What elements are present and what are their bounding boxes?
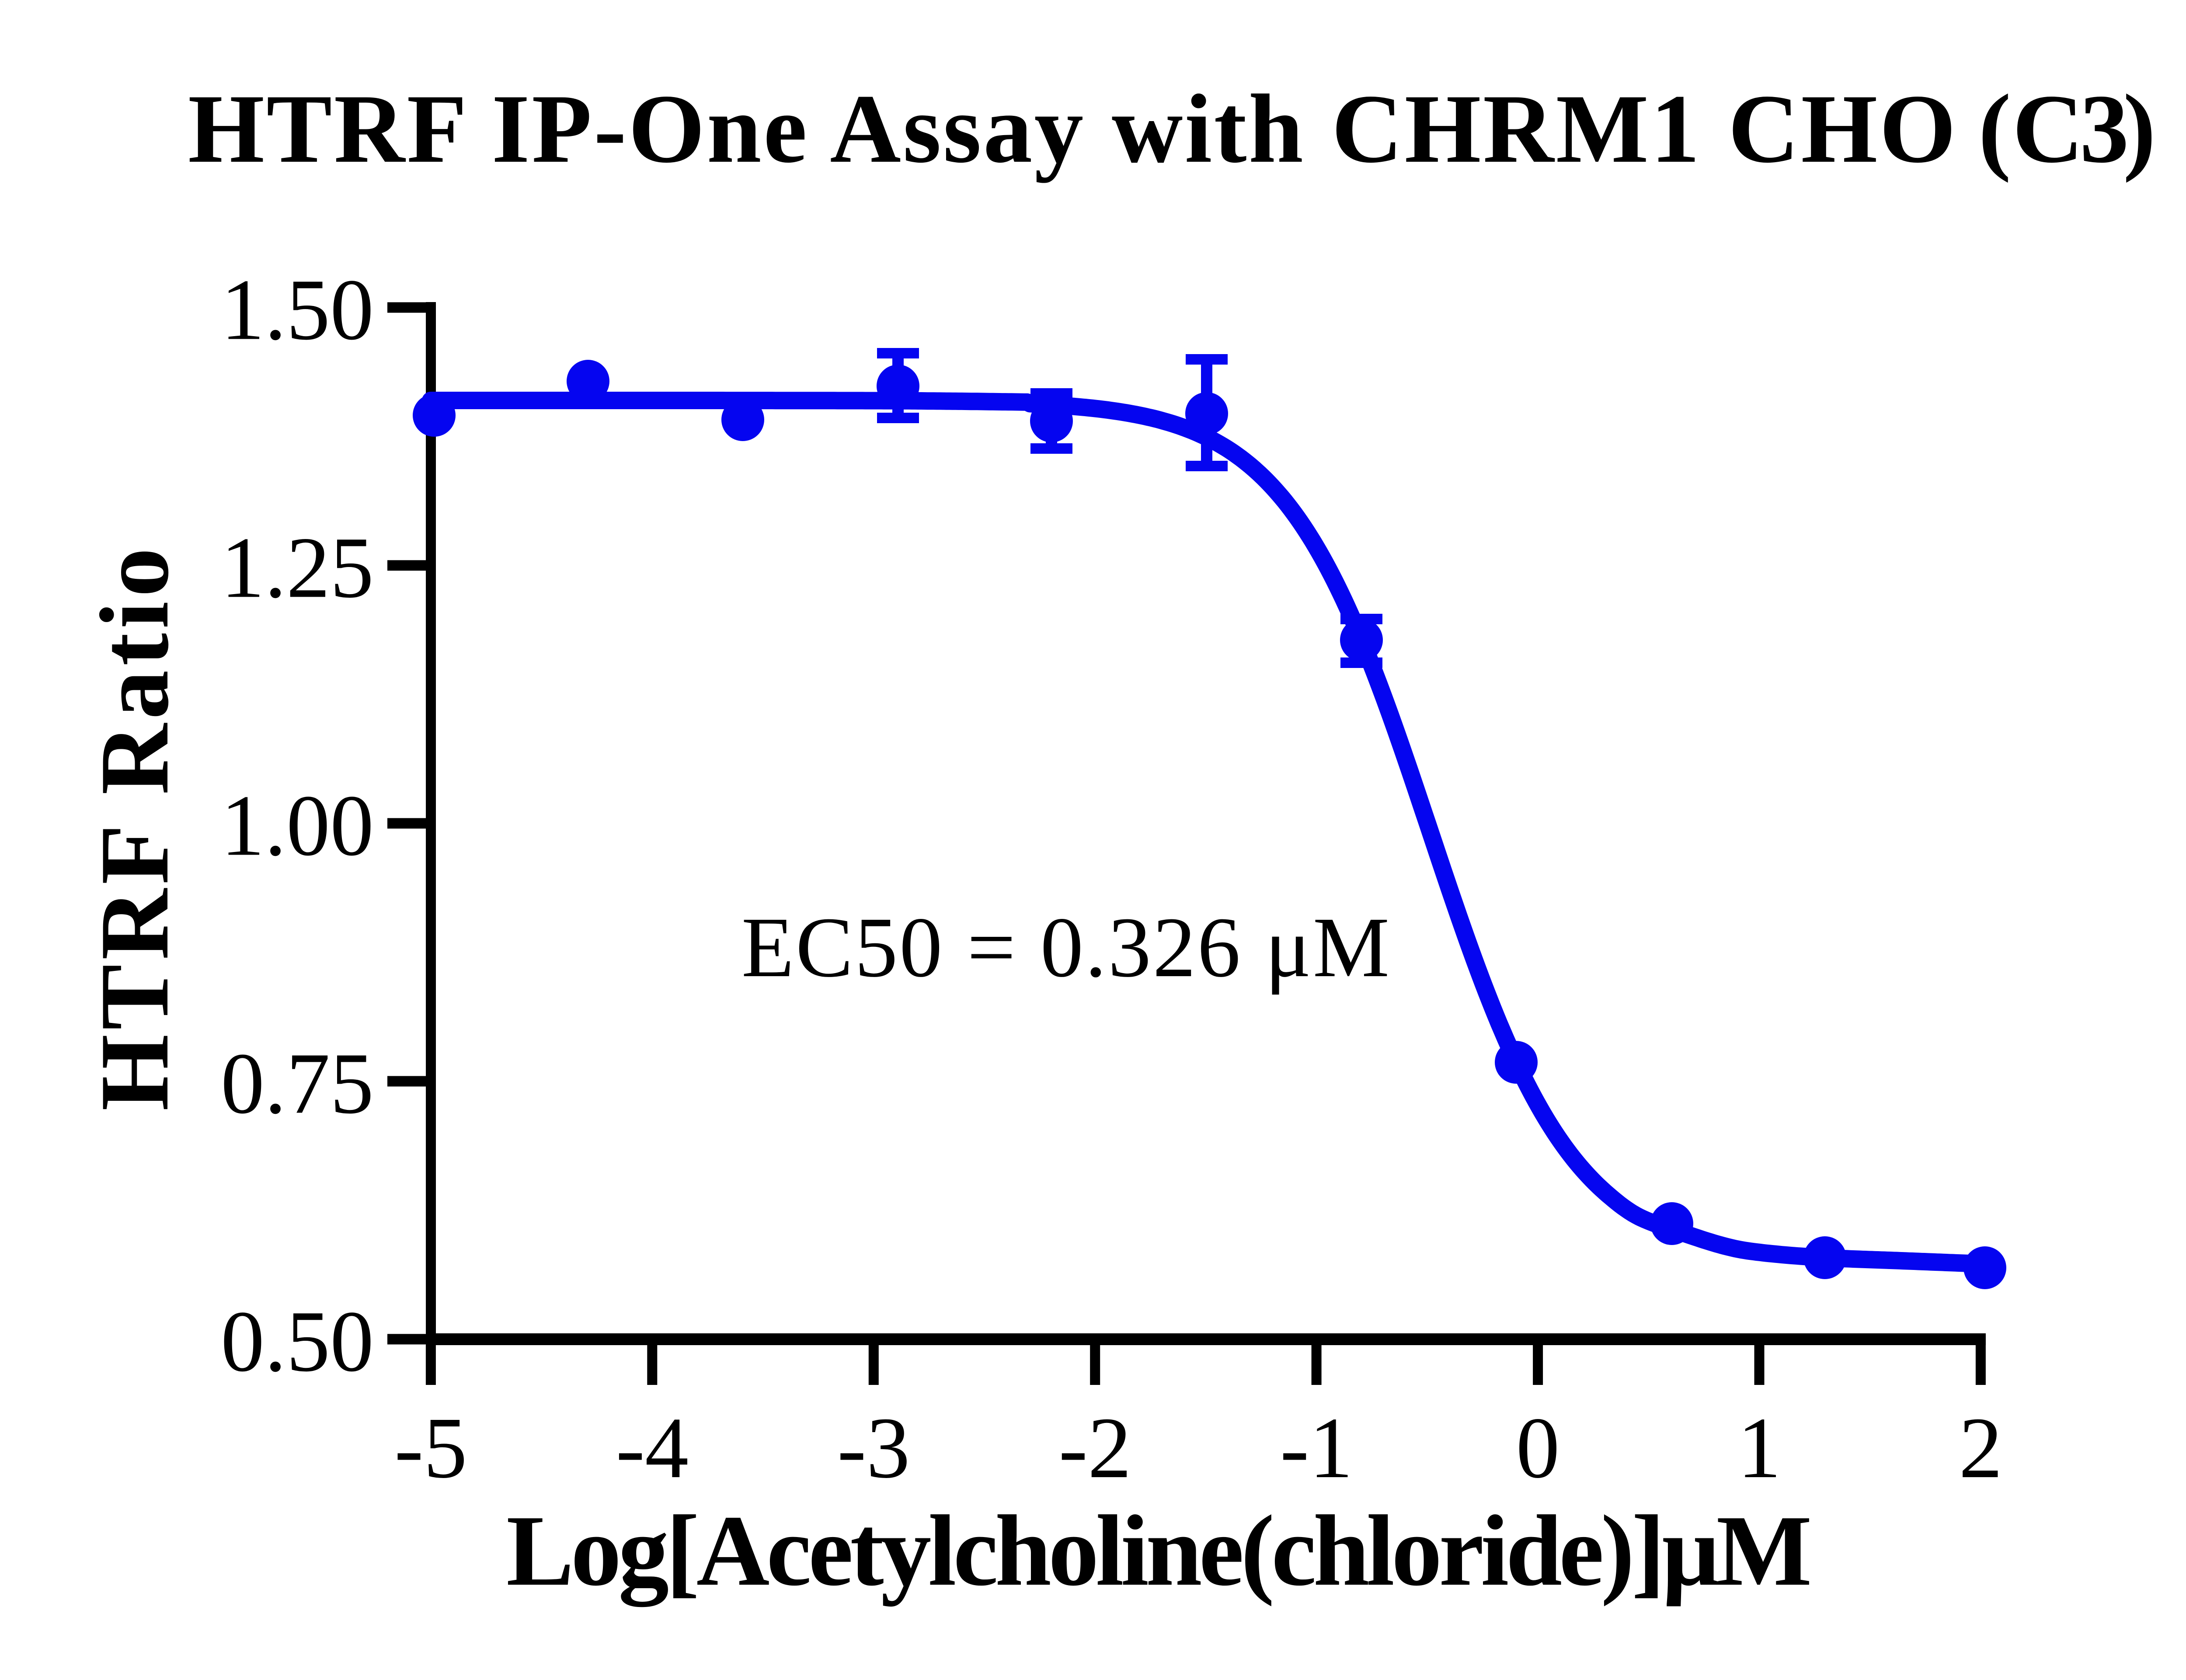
svg-text:Log[Acetylcholine(chloride)]μM: Log[Acetylcholine(chloride)]μM [506, 1495, 1810, 1607]
svg-text:1.50: 1.50 [221, 261, 374, 358]
svg-text:HTRF IP-One Assay with CHRM1 C: HTRF IP-One Assay with CHRM1 CHO [188, 74, 1958, 183]
svg-text:1.00: 1.00 [221, 777, 374, 874]
svg-text:-2: -2 [1058, 1400, 1131, 1496]
svg-text:0: 0 [1516, 1400, 1560, 1496]
svg-text:HTRF Ratio: HTRF Ratio [80, 543, 189, 1111]
svg-text:-3: -3 [837, 1400, 910, 1496]
svg-text:-1: -1 [1280, 1400, 1353, 1496]
svg-text:1: 1 [1737, 1400, 1781, 1496]
svg-text:1.25: 1.25 [221, 519, 374, 616]
svg-text:0.75: 0.75 [221, 1035, 374, 1132]
svg-text:EC50 = 0.326 μM: EC50 = 0.326 μM [741, 899, 1391, 995]
svg-text:-4: -4 [616, 1400, 689, 1496]
svg-text:0.50: 0.50 [221, 1293, 374, 1390]
svg-text:(C3): (C3) [1978, 74, 2156, 183]
svg-text:-5: -5 [394, 1400, 467, 1496]
svg-text:2: 2 [1959, 1400, 2002, 1496]
